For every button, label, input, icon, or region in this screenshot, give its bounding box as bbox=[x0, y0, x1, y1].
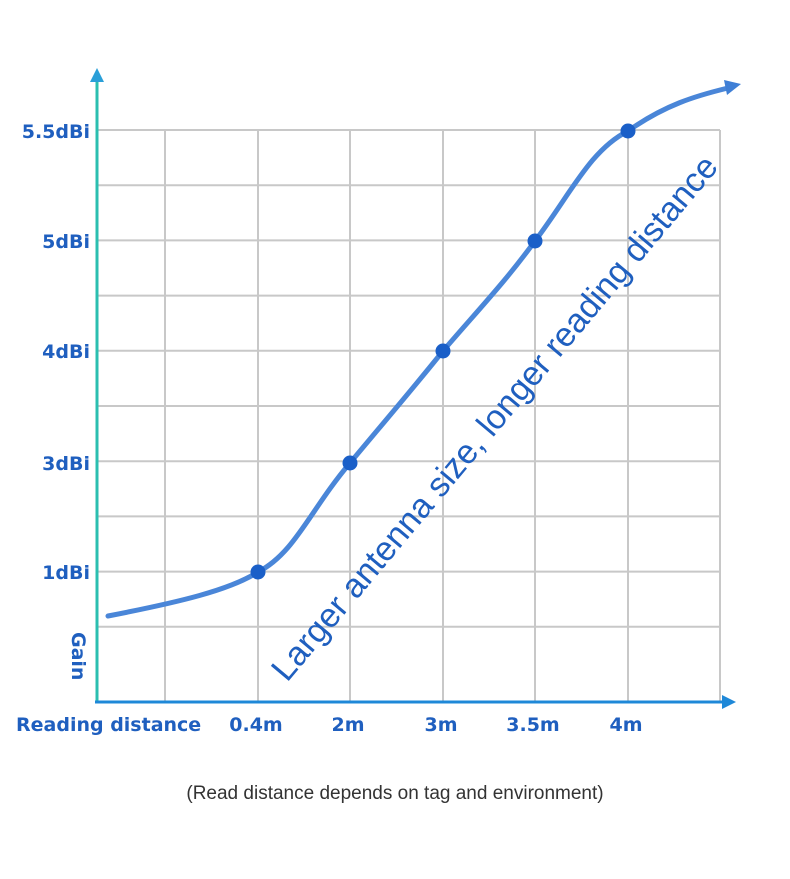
data-point bbox=[435, 343, 451, 359]
x-axis-label: Reading distance bbox=[16, 714, 201, 736]
data-point bbox=[342, 455, 358, 471]
x-tick-label: 4m bbox=[609, 714, 642, 736]
annotation: Larger antenna size, longer reading dist… bbox=[264, 148, 726, 688]
y-axis-label: Gain bbox=[67, 632, 89, 680]
data-point bbox=[527, 233, 543, 249]
x-tick-label: 0.4m bbox=[229, 714, 282, 736]
x-tick-label: 3m bbox=[424, 714, 457, 736]
footnote: (Read distance depends on tag and enviro… bbox=[186, 783, 603, 804]
y-tick-label: 5.5dBi bbox=[22, 121, 90, 143]
y-tick-label: 5dBi bbox=[42, 231, 90, 253]
y-tick-label: 3dBi bbox=[42, 453, 90, 475]
y-tick-label: 1dBi bbox=[42, 562, 90, 584]
grid bbox=[97, 129, 721, 702]
x-tick-label: 3.5m bbox=[506, 714, 559, 736]
x-tick-label: 2m bbox=[331, 714, 364, 736]
y-tick-label: 4dBi bbox=[42, 341, 90, 363]
data-point bbox=[250, 564, 266, 580]
x-axis-arrow-icon bbox=[722, 695, 736, 709]
y-axis-arrow-icon bbox=[90, 68, 104, 82]
curve-arrow-icon bbox=[724, 80, 741, 95]
data-point bbox=[620, 123, 636, 139]
